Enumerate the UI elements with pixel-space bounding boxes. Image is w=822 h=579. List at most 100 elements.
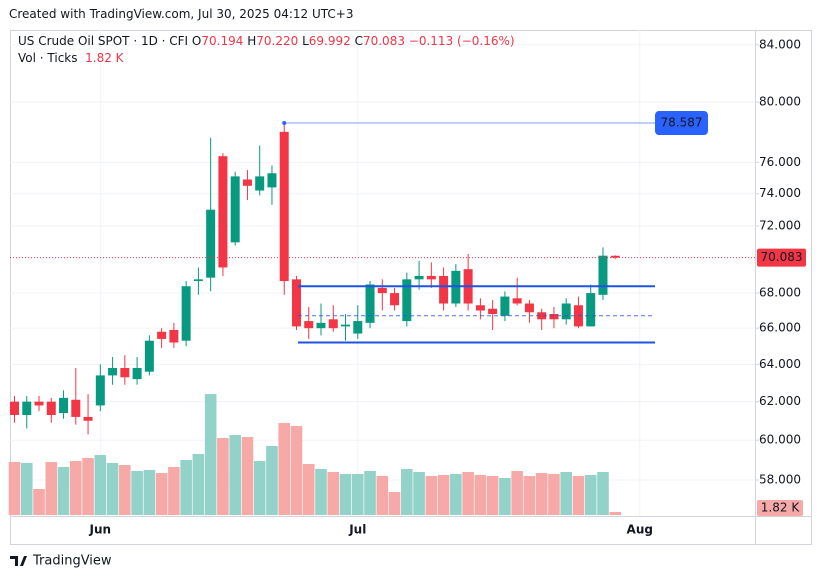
candle-body [206,209,216,278]
volume-bar [57,467,70,515]
y-tick-label: 66.000 [759,321,801,335]
candle-body [144,340,154,372]
field-value: 70.194 [201,34,244,48]
volume-bar [168,467,180,515]
volume-bar [560,472,572,515]
price-line-label: 78.587 [661,116,703,130]
candle-body [157,331,167,339]
logo: TradingView [10,554,112,569]
field-key: L [302,34,309,48]
candle-body [83,416,93,421]
volume-bar [155,473,168,515]
last-price-label: 70.083 [761,250,803,264]
x-tick-label: Jun [89,523,112,537]
candle-body [255,176,265,191]
volume-bar [364,471,376,515]
candle-body [169,329,179,343]
volume-bar [339,474,352,515]
candle-body [218,156,228,268]
volume-bar [131,471,143,515]
field-value: 70.220 [256,34,299,48]
volume-bar [70,461,82,515]
volume-bar [437,475,450,515]
field-key: O [191,34,202,48]
volume-bar [584,475,597,515]
volume-bar [180,460,192,515]
volume-bar [290,426,303,515]
volume-bar [253,461,266,515]
volume-bar [143,470,156,515]
volume-pane [8,394,622,515]
candle-body [586,293,596,327]
candle-body [402,279,412,322]
y-tick-label: 74.000 [759,186,801,200]
volume-bar [474,475,487,515]
y-tick-label: 84.000 [759,37,801,51]
volume-bar [278,423,291,515]
volume-bar [33,489,45,515]
candle-body [242,179,252,186]
candle-body [95,375,105,406]
field-value: 70.083 [362,34,405,48]
volume-bar [266,446,278,515]
candle-body [500,296,510,316]
candle-body [561,303,571,320]
candle-body [488,308,498,315]
volume-bar [20,463,33,515]
change: −0.113 (−0.16%) [408,34,515,48]
volume-badge [757,500,803,516]
y-tick-label: 72.000 [759,218,801,232]
candle-body [267,173,277,188]
volume-bar [597,472,609,515]
volume-bar [609,511,622,515]
volume-bar [486,476,499,515]
volume-bar [499,478,511,515]
volume-bar [327,472,340,515]
volume-bar [8,462,21,515]
y-tick-label: 68.000 [759,286,801,300]
y-tick-label: 58.000 [759,473,801,487]
price-line-badge [655,111,708,136]
candle-body [377,287,387,294]
volume-bar [106,463,119,515]
volume-legend: Vol · Ticks 1.82 K [18,51,124,65]
caption: Created with TradingView.com, Jul 30, 20… [9,7,354,21]
candle-body [316,322,326,329]
volume-bar [548,474,560,515]
y-tick-label: 80.000 [759,95,801,109]
volume-bar [523,476,536,515]
candle-body [132,368,142,380]
volume-bar [302,464,315,515]
candle-body [353,321,363,334]
volume-title: Vol · Ticks [18,51,78,65]
candle-body [328,319,338,329]
volume-bar [462,472,474,515]
volume-bar [229,435,241,515]
volume-bar [450,474,462,515]
field-key: C [354,34,363,48]
candle-body [365,284,375,323]
candle-body [230,176,240,243]
last-price-badge [757,248,806,267]
volume-value: 1.82 K [85,51,124,65]
volume-bar [511,471,523,515]
x-tick-label: Aug [627,523,653,537]
candle-body [181,286,191,341]
volume-bar [401,469,413,515]
candle-body [304,321,314,329]
volume-bar [535,473,548,515]
volume-bar [192,454,205,515]
candle-body [512,298,522,304]
ohlc-fields: O70.194 H70.220 L69.992 C70.083 [192,34,405,48]
volume-bar [425,476,438,515]
candle-body [46,401,56,416]
candle-body [291,279,301,327]
candle-body [610,255,620,258]
volume-bar [315,469,327,515]
volume-bar [388,492,401,515]
candle-body [390,293,400,306]
y-tick-label: 76.000 [759,155,801,169]
candle-body [10,401,19,416]
